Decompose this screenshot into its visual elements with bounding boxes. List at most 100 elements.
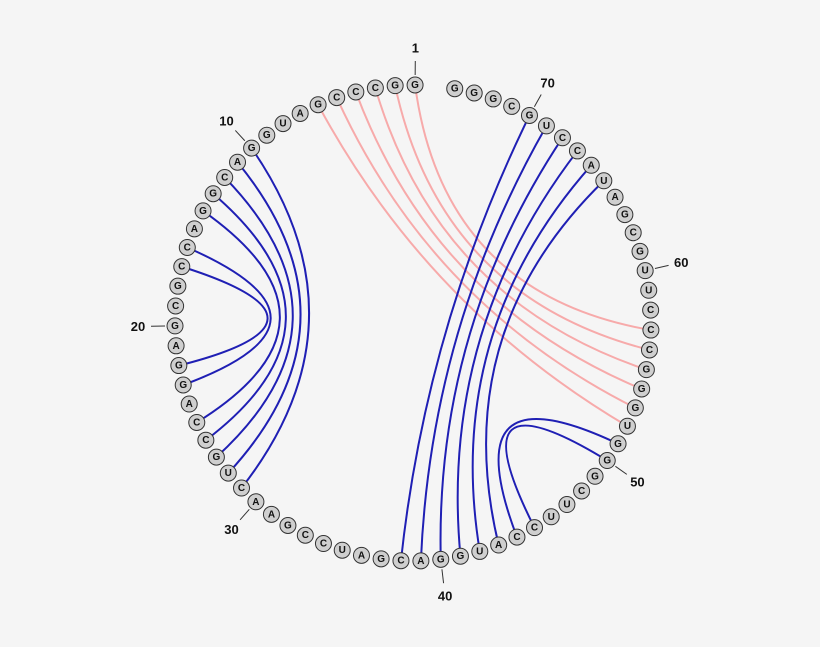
nucleotide-label: G: [377, 554, 385, 565]
base-pair: [458, 151, 578, 556]
nucleotide-label: C: [302, 530, 309, 541]
nucleotide-label: C: [574, 146, 581, 157]
nucleotide-label: C: [178, 262, 185, 273]
position-number: 10: [219, 113, 233, 128]
nucleotide-label: G: [614, 439, 622, 450]
base-pair: [441, 138, 563, 560]
nucleotide-label: C: [647, 325, 654, 336]
nucleotide-label: G: [171, 321, 179, 332]
nucleotide-label: G: [457, 551, 465, 562]
nucleotide-label: C: [531, 523, 538, 534]
nucleotide-label: U: [600, 176, 607, 187]
nucleotide-label: U: [624, 421, 631, 432]
position-number: 1: [412, 41, 419, 56]
nucleotide-label: C: [513, 532, 520, 543]
nucleotide-label: A: [417, 556, 424, 567]
nucleotide-label: G: [621, 210, 629, 221]
base-pair: [179, 267, 268, 366]
base-pair: [242, 148, 310, 488]
nucleotide-label: A: [186, 399, 193, 410]
nucleotide-label: G: [642, 365, 650, 376]
base-pair: [228, 162, 300, 473]
nucleotide-label: U: [225, 468, 232, 479]
nucleotide-label: C: [352, 87, 359, 98]
nucleotide-label: G: [591, 471, 599, 482]
base-pair: [421, 126, 547, 561]
nucleotide-label: G: [603, 456, 611, 467]
nucleotide-label: U: [543, 121, 550, 132]
nucleotide-label: G: [263, 130, 271, 141]
position-number: 40: [438, 589, 452, 604]
nucleotide-label: C: [238, 483, 245, 494]
nucleotide-label: G: [391, 81, 399, 92]
nucleotide-label: U: [548, 512, 555, 523]
number-tick: [534, 95, 541, 107]
nucleotide-label: G: [212, 452, 220, 463]
nucleotide-label: G: [470, 88, 478, 99]
nucleotide-label: A: [297, 108, 304, 119]
nucleotide-label: A: [588, 160, 595, 171]
nucleotide-label: G: [175, 361, 183, 372]
position-number: 60: [674, 255, 688, 270]
base-pair: [183, 247, 270, 385]
nucleotide-label: G: [209, 189, 217, 200]
nucleotide-label: C: [647, 305, 654, 316]
nucleotide-label: G: [638, 384, 646, 395]
position-number: 20: [131, 319, 145, 334]
nucleotide-label: A: [358, 550, 365, 561]
nucleotide-label: C: [320, 539, 327, 550]
nucleotide-label: U: [476, 546, 483, 557]
nucleotide-label: G: [411, 80, 419, 91]
nucleotide-label: C: [646, 345, 653, 356]
nucleotide-label: C: [193, 417, 200, 428]
nucleotide-label: G: [437, 554, 445, 565]
nucleotide-label: G: [636, 246, 644, 257]
nucleotide-label: G: [631, 403, 639, 414]
nucleotide-label: C: [630, 228, 637, 239]
base-pair: [356, 92, 642, 389]
nucleotide-label: U: [642, 266, 649, 277]
nucleotide-label: G: [248, 143, 256, 154]
number-tick: [615, 466, 626, 474]
nucleotide-label: G: [526, 110, 534, 121]
base-pair: [216, 177, 292, 457]
nucleotide-label: U: [279, 119, 286, 130]
nucleotide-label: C: [578, 486, 585, 497]
nucleotide-label: C: [372, 83, 379, 94]
number-tick: [235, 130, 244, 140]
nucleotide-label: C: [172, 301, 179, 312]
position-number: 30: [224, 522, 238, 537]
nucleotide-label: C: [184, 242, 191, 253]
nucleotide-label: A: [495, 540, 502, 551]
nucleotide-label: C: [397, 556, 404, 567]
nucleotide-label: C: [202, 435, 209, 446]
nucleotide-label: C: [221, 172, 228, 183]
nucleotide-label: G: [174, 281, 182, 292]
base-pair: [395, 86, 649, 350]
nucleotide-label: A: [191, 224, 198, 235]
nucleotide-label: G: [489, 94, 497, 105]
position-number: 50: [630, 474, 644, 489]
nucleotide-label: U: [339, 545, 346, 556]
nucleotide-label: G: [199, 206, 207, 217]
base-pair: [401, 115, 530, 560]
position-number: 70: [540, 76, 554, 91]
number-tick: [442, 569, 444, 583]
nucleotide-label: U: [563, 500, 570, 511]
nucleotide-label: G: [179, 380, 187, 391]
number-tick: [655, 265, 669, 268]
nucleotide-label: C: [508, 101, 515, 112]
nucleotide-label: A: [268, 509, 275, 520]
nucleotide-label: A: [252, 497, 259, 508]
nucleotide-label: G: [314, 100, 322, 111]
nucleotide-label: G: [284, 520, 292, 531]
nucleotide-label: G: [451, 84, 459, 95]
number-tick: [240, 509, 249, 520]
nucleotide-label: A: [611, 192, 618, 203]
base-pair: [206, 194, 286, 440]
nucleotide-label: C: [333, 93, 340, 104]
nucleotide-label: A: [172, 341, 179, 352]
nucleotide-label: U: [645, 285, 652, 296]
nucleotide-label: C: [559, 133, 566, 144]
